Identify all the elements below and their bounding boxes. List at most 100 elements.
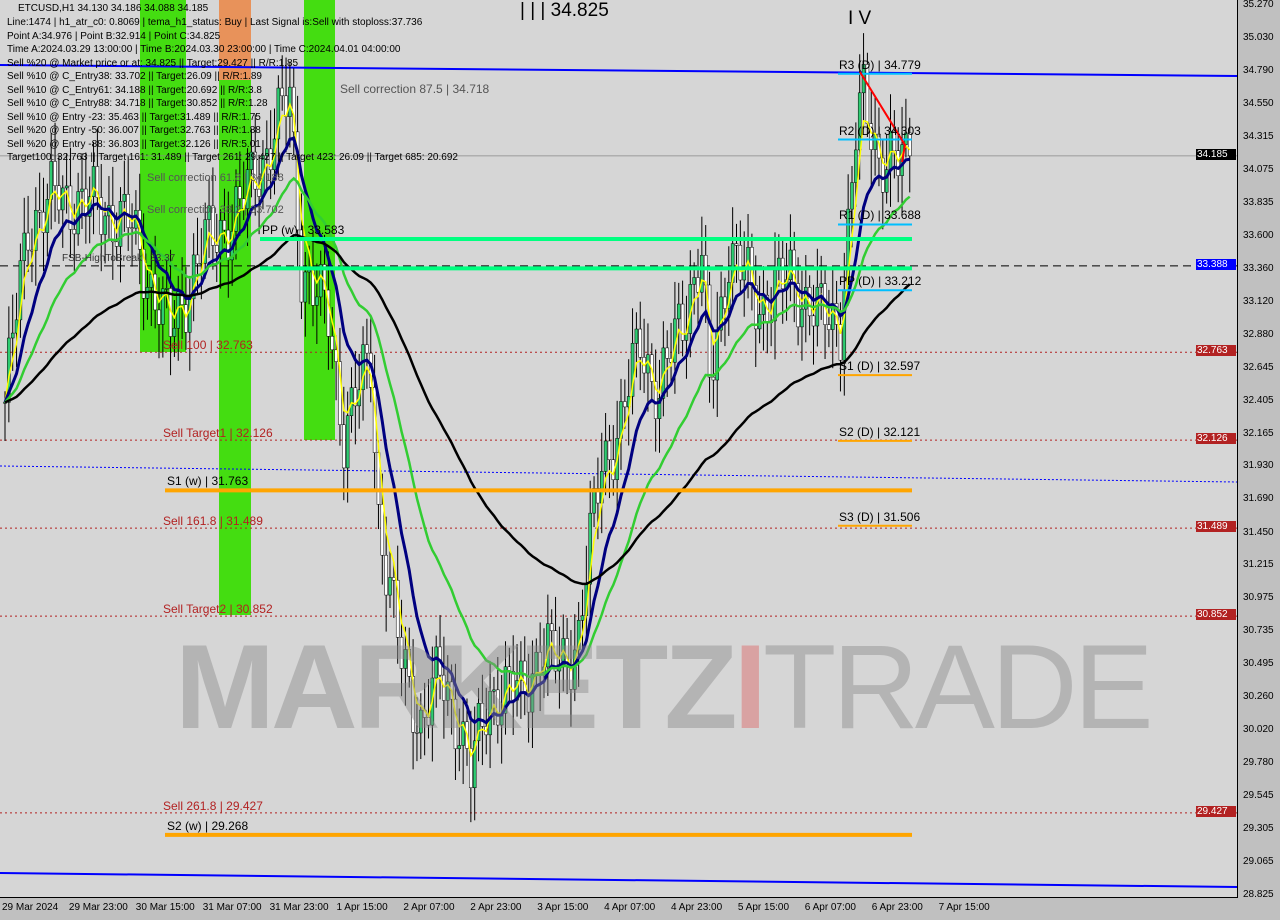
info-line: Sell %10 @ C_Entry88: 34.718 || Target:3… — [7, 98, 268, 109]
point-c-label: | | | 34.825 — [520, 0, 609, 21]
candle-body — [95, 166, 100, 198]
candle-body — [415, 732, 419, 734]
candle-body — [734, 243, 739, 246]
candle-body — [172, 327, 177, 337]
candle-body — [276, 87, 281, 140]
candle-body — [665, 347, 669, 359]
candle-body — [226, 229, 231, 261]
y-tick-label: 33.120 — [1243, 295, 1274, 307]
y-tick-label: 29.065 — [1243, 855, 1274, 867]
candle-body — [253, 151, 257, 190]
candle-body — [307, 270, 311, 273]
y-tick-label: 33.600 — [1243, 229, 1274, 241]
price-tag: 33.388 — [1196, 258, 1236, 270]
candle-body — [630, 343, 635, 397]
candle-body — [857, 92, 862, 151]
candle-body — [164, 288, 169, 290]
candle-body — [365, 344, 369, 354]
candle-body — [854, 149, 858, 183]
candle-body — [492, 689, 496, 692]
x-tick-label: 4 Apr 07:00 — [604, 902, 656, 913]
candle-body — [388, 577, 392, 596]
candle-body — [234, 186, 238, 232]
channel-upper-line — [0, 64, 1237, 77]
candle-body — [91, 166, 96, 197]
candle-body — [184, 304, 188, 333]
x-tick-label: 29 Mar 23:00 — [68, 902, 128, 913]
x-tick-label: 1 Apr 15:00 — [336, 902, 388, 913]
candle-body — [80, 188, 84, 192]
y-tick-label: 35.030 — [1243, 32, 1274, 44]
y-tick-label: 31.690 — [1243, 493, 1274, 505]
candle-body — [757, 314, 762, 330]
candle-body — [222, 220, 227, 231]
ma-mid-line — [3, 136, 910, 725]
y-tick-label: 34.075 — [1243, 164, 1274, 176]
candle-body — [64, 185, 69, 189]
daily-pivot-label: R1 (D) | 33.688 — [839, 208, 921, 223]
weekly-level-label: PP (w) | 33.583 — [262, 222, 345, 237]
candle-body — [869, 123, 873, 150]
x-tick-label: 29 Mar 2024 — [2, 902, 59, 913]
x-tick-label: 7 Apr 15:00 — [938, 902, 990, 913]
x-tick-label: 3 Apr 15:00 — [537, 902, 589, 913]
daily-pivot-label: R2 (D) | 34.303 — [839, 123, 921, 138]
candle-body — [472, 740, 477, 789]
candle-body — [141, 248, 146, 299]
symbol-ohlc: ETCUSD,H1 34.130 34.186 34.088 34.185 — [18, 3, 209, 14]
info-line: Sell %10 @ Entry -23: 35.463 || Target:3… — [7, 111, 261, 123]
candle-body — [99, 197, 103, 235]
candle-body — [122, 194, 127, 202]
candle-body — [811, 315, 816, 327]
sell-target-label: Sell 161.8 | 31.489 — [163, 514, 263, 529]
candle-body — [680, 303, 685, 341]
candle-body — [442, 674, 446, 701]
wave-label: I V — [848, 8, 872, 29]
candle-body — [746, 247, 750, 270]
daily-pivot-label: PP (D) | 33.212 — [839, 274, 922, 289]
price-chart — [0, 0, 1237, 888]
candle-body — [546, 623, 550, 668]
candle-body — [315, 296, 319, 306]
sell-target-label: Sell Target2 | 30.852 — [163, 602, 273, 617]
candle-body — [526, 691, 531, 713]
chart-plot-area[interactable]: MARKETZITRADE ETCUSD,H1 34.130 34.186 34… — [0, 0, 1238, 898]
candle-body — [195, 254, 200, 265]
candle-body — [211, 205, 215, 246]
correction-618-label: Sell correction 61.8 | 34.188 — [147, 172, 284, 184]
y-tick-label: 33.360 — [1243, 262, 1274, 274]
info-line: Sell %20 @ Market price or at: 34.825 ||… — [7, 57, 299, 69]
info-line: Target100: 32.763 || Target 161: 31.489 … — [7, 152, 458, 163]
candle-body — [434, 646, 438, 679]
candle-body — [161, 288, 165, 325]
candle-body — [623, 401, 627, 408]
candle-body — [53, 161, 57, 186]
candle-body — [496, 689, 500, 726]
candle-body — [18, 260, 23, 321]
candle-body — [37, 209, 42, 213]
x-tick-label: 30 Mar 15:00 — [135, 902, 195, 913]
candle-body — [469, 748, 473, 789]
y-tick-label: 29.780 — [1243, 757, 1274, 769]
candle-body — [288, 86, 292, 117]
correction-875-label: Sell correction 87.5 | 34.718 — [340, 82, 490, 96]
y-tick-label: 28.825 — [1243, 889, 1274, 901]
y-tick-label: 32.405 — [1243, 394, 1274, 406]
x-tick-label: 6 Apr 23:00 — [871, 902, 923, 913]
candle-body — [446, 681, 450, 701]
wave-trend-line — [859, 71, 907, 163]
candle-body — [103, 215, 107, 235]
candle-body — [303, 271, 308, 303]
candle-body — [257, 188, 261, 197]
candle-body — [780, 257, 785, 290]
candle-body — [30, 249, 34, 252]
candle-body — [10, 332, 15, 339]
y-tick-label: 34.790 — [1243, 65, 1274, 77]
candle-body — [634, 328, 639, 344]
candle-body — [238, 186, 242, 199]
price-tag: 32.763 — [1196, 345, 1236, 357]
candle-body — [580, 615, 585, 621]
y-tick-label: 30.260 — [1243, 690, 1274, 702]
candle-body — [411, 676, 415, 733]
candle-body — [268, 148, 273, 171]
